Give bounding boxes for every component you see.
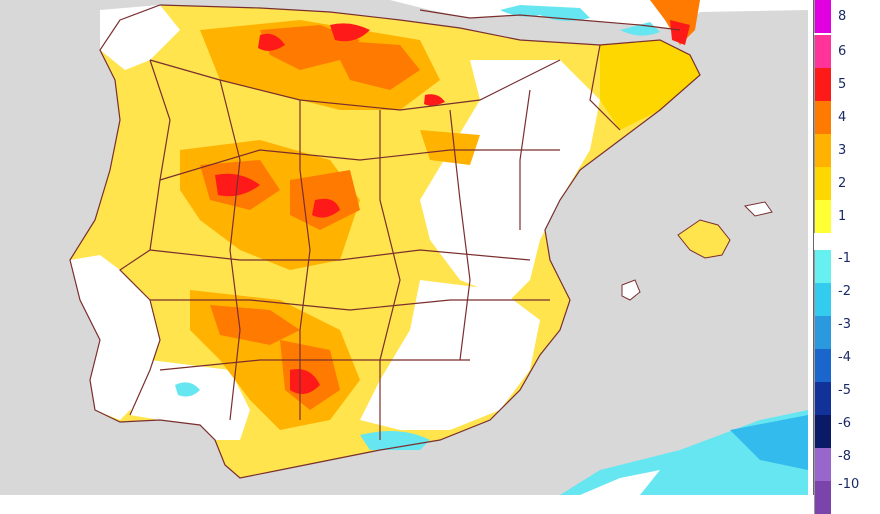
- legend-label: 1: [838, 210, 846, 224]
- legend-label: -2: [838, 285, 851, 299]
- legend-label: -8: [838, 450, 851, 464]
- legend-swatch: [814, 101, 831, 134]
- legend-label: -4: [838, 351, 851, 365]
- legend-swatch: [814, 0, 831, 33]
- legend-label: -3: [838, 318, 851, 332]
- legend-label: -5: [838, 384, 851, 398]
- map-canvas: [0, 0, 808, 495]
- legend-swatch: [814, 448, 831, 481]
- legend-label: 3: [838, 144, 846, 158]
- legend-swatch: [814, 283, 831, 316]
- legend-swatch: [814, 200, 831, 233]
- legend-swatch: [814, 68, 831, 101]
- legend-label: 5: [838, 78, 846, 92]
- legend-swatch: [814, 134, 831, 167]
- legend-label: -10: [838, 478, 859, 492]
- legend-swatch: [814, 167, 831, 200]
- legend-label: 8: [838, 10, 846, 24]
- color-scale-legend: 8 6 5 4 3 2 1 -1 -2 -3 -4 -5 -6 -8 -10: [808, 0, 880, 495]
- anomaly-map: [0, 0, 808, 495]
- legend-label: 6: [838, 45, 846, 59]
- legend-swatch: [814, 35, 831, 68]
- legend-label: 4: [838, 111, 846, 125]
- legend-swatch: [814, 481, 831, 514]
- legend-label: 2: [838, 177, 846, 191]
- legend-swatch: [814, 349, 831, 382]
- legend-swatch: [814, 415, 831, 448]
- legend-label: -6: [838, 417, 851, 431]
- legend-label: -1: [838, 252, 851, 266]
- legend-swatch: [814, 250, 831, 283]
- legend-swatch: [814, 382, 831, 415]
- legend-swatch: [814, 316, 831, 349]
